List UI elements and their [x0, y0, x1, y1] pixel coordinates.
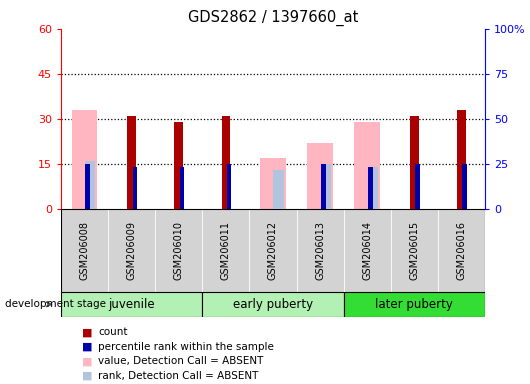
Text: GSM206010: GSM206010 [174, 221, 184, 280]
Text: early puberty: early puberty [233, 298, 313, 311]
Bar [85, 164, 90, 209]
FancyBboxPatch shape [61, 209, 108, 292]
Text: GSM206009: GSM206009 [127, 221, 137, 280]
Bar [180, 167, 184, 209]
Title: GDS2862 / 1397660_at: GDS2862 / 1397660_at [188, 10, 358, 26]
Bar [260, 158, 286, 209]
Bar [127, 116, 136, 209]
Text: development stage: development stage [5, 299, 107, 310]
FancyBboxPatch shape [343, 292, 485, 317]
FancyBboxPatch shape [391, 209, 438, 292]
Bar [273, 170, 284, 209]
Bar [368, 167, 373, 209]
Text: GSM206016: GSM206016 [456, 221, 466, 280]
Bar [132, 167, 137, 209]
FancyBboxPatch shape [202, 209, 250, 292]
Text: value, Detection Call = ABSENT: value, Detection Call = ABSENT [98, 356, 263, 366]
Bar [227, 164, 232, 209]
FancyBboxPatch shape [155, 209, 202, 292]
Bar [368, 167, 378, 209]
Bar [72, 110, 98, 209]
Text: ■: ■ [82, 371, 93, 381]
Bar [410, 116, 419, 209]
FancyBboxPatch shape [202, 292, 343, 317]
Bar [307, 143, 333, 209]
Text: percentile rank within the sample: percentile rank within the sample [98, 342, 274, 352]
FancyBboxPatch shape [296, 209, 343, 292]
Bar [415, 164, 420, 209]
Text: GSM206012: GSM206012 [268, 221, 278, 280]
FancyBboxPatch shape [343, 209, 391, 292]
FancyBboxPatch shape [108, 209, 155, 292]
Bar [174, 122, 183, 209]
Text: later puberty: later puberty [375, 298, 453, 311]
FancyBboxPatch shape [438, 209, 485, 292]
Text: GSM206008: GSM206008 [80, 221, 90, 280]
Bar [321, 164, 326, 209]
Text: ■: ■ [82, 327, 93, 337]
Bar [457, 110, 466, 209]
Text: juvenile: juvenile [108, 298, 155, 311]
Text: GSM206011: GSM206011 [221, 221, 231, 280]
Bar [321, 164, 331, 209]
Text: GSM206014: GSM206014 [362, 221, 372, 280]
Text: ■: ■ [82, 356, 93, 366]
Text: rank, Detection Call = ABSENT: rank, Detection Call = ABSENT [98, 371, 259, 381]
Text: count: count [98, 327, 128, 337]
Bar [462, 164, 467, 209]
Bar [85, 161, 95, 209]
Bar [354, 122, 380, 209]
Text: GSM206015: GSM206015 [409, 221, 419, 280]
Text: GSM206013: GSM206013 [315, 221, 325, 280]
FancyBboxPatch shape [250, 209, 296, 292]
Bar [222, 116, 230, 209]
FancyBboxPatch shape [61, 292, 202, 317]
Text: ■: ■ [82, 342, 93, 352]
